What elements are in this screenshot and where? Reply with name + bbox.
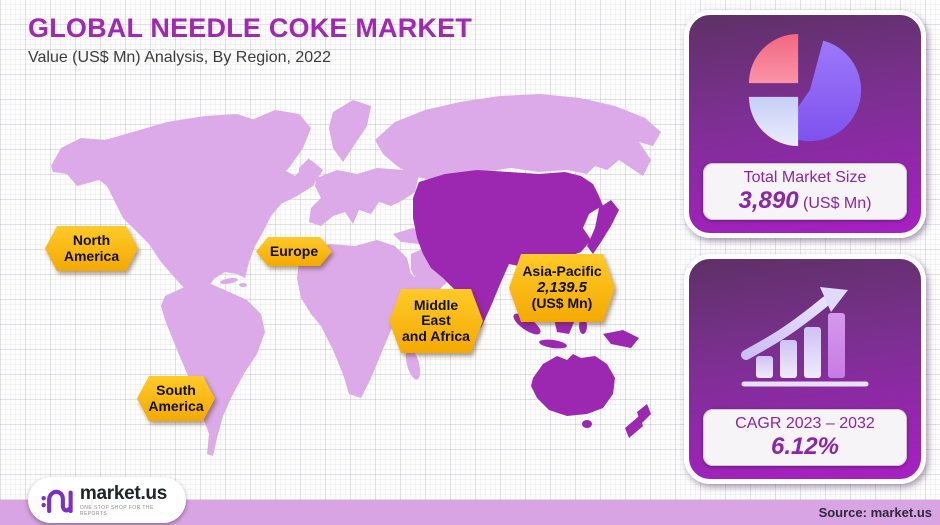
island-hispaniola [239, 283, 247, 287]
page-subtitle: Value (US$ Mn) Analysis, By Region, 2022 [28, 49, 331, 66]
cagr-box: CAGR 2023 – 2032 6.12% [703, 409, 907, 466]
map-label-asia-pacific-name: Asia-Pacific [522, 263, 602, 280]
region-new-zealand-north [637, 404, 651, 424]
map-label-asia-pacific-unit: (US$ Mn) [531, 295, 593, 312]
growth-arrow-icon [741, 296, 831, 360]
map-label-north-america: North America [45, 226, 138, 271]
region-new-zealand-south [625, 416, 643, 438]
market-size-unit: (US$ Mn) [803, 194, 872, 212]
market-size-label: Total Market Size [743, 168, 867, 186]
island-iceland [262, 124, 276, 132]
market-us-logo-icon [41, 489, 73, 514]
island-great-britain [299, 158, 315, 186]
market-size-box: Total Market Size 3,890 (US$ Mn) [703, 163, 907, 220]
map-label-europe-text: Europe [269, 242, 319, 259]
logo-tagline-text: ONE STOP SHOP FOR THE REPORTS [79, 504, 154, 517]
island-tasmania [582, 420, 592, 428]
continent-africa [297, 240, 425, 398]
cagr-value: 6.12% [770, 432, 840, 460]
island-sulawesi [579, 318, 587, 334]
map-label-middle-east-africa: Middle East and Africa [389, 289, 483, 353]
cagr-label: CAGR 2023 – 2032 [735, 414, 875, 432]
region-australia [531, 354, 615, 416]
island-cuba [220, 278, 238, 284]
island-ireland [285, 175, 295, 183]
market-size-value: 3,890 [738, 186, 799, 214]
cagr-card: CAGR 2023 – 2032 6.12% [684, 254, 926, 484]
continent-north-america [51, 114, 323, 344]
region-russia [375, 94, 661, 180]
pie-chart-icon [748, 33, 862, 147]
island-madagascar [405, 348, 421, 380]
island-java [539, 339, 567, 349]
map-label-south-america: South America [137, 376, 215, 421]
region-japan [587, 200, 619, 254]
map-light-regions [51, 94, 661, 456]
map-label-middle-east-africa-text: Middle East and Africa [402, 296, 470, 344]
market-us-logo: market.us ONE STOP SHOP FOR THE REPORTS [28, 477, 186, 523]
market-size-card: Total Market Size 3,890 (US$ Mn) [684, 10, 926, 238]
island-greenland [241, 110, 311, 188]
page-title: GLOBAL NEEDLE COKE MARKET [28, 13, 473, 43]
growth-bar-chart-icon [741, 287, 869, 387]
island-new-guinea [603, 330, 639, 348]
map-label-asia-pacific-value: 2,139.5 [536, 278, 588, 296]
map-label-asia-pacific: Asia-Pacific 2,139.5 (US$ Mn) [509, 254, 615, 322]
map-label-south-america-text: South America [148, 382, 204, 414]
region-scandinavia [329, 100, 371, 162]
logo-brand-text: market.us [79, 482, 167, 504]
continent-europe [309, 168, 419, 226]
continent-south-america [161, 284, 265, 456]
map-label-europe: Europe [256, 237, 332, 266]
map-label-north-america-text: North America [63, 232, 120, 264]
source-text: Source: market.us [818, 505, 932, 520]
